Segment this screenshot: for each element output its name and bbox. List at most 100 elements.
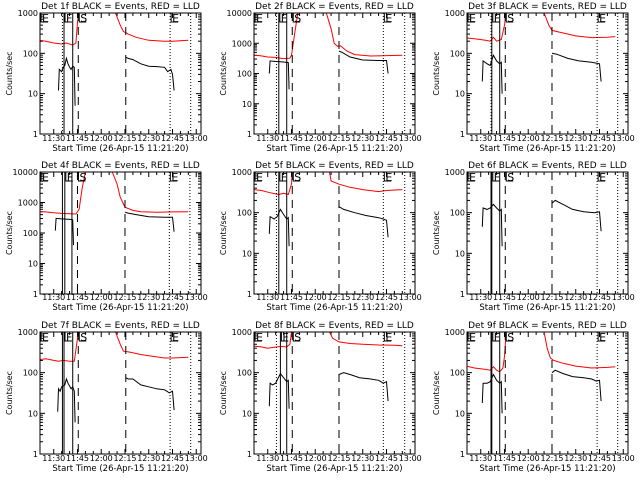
x-tick-label: 12:15	[327, 293, 350, 302]
plot-frame	[253, 12, 416, 135]
x-axis-label: Start Time (26-Apr-15 11:21:20)	[52, 144, 188, 154]
x-tick-label: 11:45	[280, 134, 303, 143]
marker-bracket	[65, 172, 73, 182]
marker-letter: S	[79, 171, 86, 184]
marker-bracket	[597, 13, 606, 23]
chart-title: Det 1f BLACK = Events, RED = LLD	[41, 2, 200, 12]
x-tick-label: 12:15	[327, 454, 350, 463]
marker-letter: S	[80, 331, 87, 344]
y-tick-label: 100	[450, 49, 465, 58]
marker-letter: S	[80, 12, 87, 25]
y-tick-label: 100	[23, 369, 38, 378]
chart-title: Det 2f BLACK = Events, RED = LLD	[255, 2, 414, 12]
chart-panel-7: Det 7f BLACK = Events, RED = LLD Counts/s…	[5, 321, 208, 474]
x-tick-label: 12:45	[588, 293, 611, 302]
y-axis-label: Counts/sec	[219, 371, 228, 415]
chart-panel-1: Det 1f BLACK = Events, RED = LLD Counts/s…	[5, 2, 208, 154]
marker-letter: E	[42, 331, 49, 344]
x-tick-label: 11:30	[42, 134, 65, 143]
lld-series-line	[39, 12, 80, 46]
x-tick-label: 12:15	[540, 293, 563, 302]
events-series-line	[124, 211, 175, 232]
marker-bracket	[505, 13, 514, 23]
lld-series-line	[253, 171, 293, 196]
x-tick-label: 12:15	[540, 134, 563, 143]
marker-letter: E	[256, 12, 263, 25]
chart-panel-9: Det 9f BLACK = Events, RED = LLD Counts/s…	[432, 321, 635, 474]
y-tick-label: 1000	[445, 168, 465, 177]
y-axis-label: Counts/sec	[5, 51, 14, 95]
x-tick-label: 12:30	[351, 134, 374, 143]
x-tick-label: 12:00	[90, 293, 113, 302]
marker-letter: E	[172, 331, 179, 344]
marker-bracket	[492, 172, 500, 182]
events-series-line	[125, 56, 175, 91]
marker-letter: E	[256, 331, 263, 344]
y-tick-label: 100	[450, 209, 465, 218]
marker-bracket	[597, 332, 606, 342]
y-axis-label: Counts/sec	[5, 211, 14, 255]
marker-letter: S	[294, 171, 301, 184]
y-tick-label: 1	[247, 290, 252, 299]
x-tick-label: 13:00	[612, 454, 635, 463]
y-tick-label: 1000	[18, 199, 38, 208]
y-axis-label: Counts/sec	[219, 211, 228, 255]
events-series-line	[481, 53, 503, 94]
marker-bracket	[492, 332, 500, 342]
x-axis-label: Start Time (26-Apr-15 11:21:20)	[266, 464, 402, 474]
chart-title: Det 9f BLACK = Events, RED = LLD	[468, 321, 627, 331]
events-series-line	[338, 50, 389, 74]
y-axis-label: Counts/sec	[432, 211, 441, 255]
x-tick-label: 12:30	[564, 454, 587, 463]
y-tick-label: 10	[28, 90, 38, 99]
x-tick-label: 12:45	[375, 293, 398, 302]
marker-bracket	[40, 332, 48, 342]
x-tick-label: 12:45	[588, 134, 611, 143]
plot-frame	[466, 171, 629, 295]
y-tick-label: 100	[23, 49, 38, 58]
y-tick-label: 1000	[232, 328, 252, 337]
x-tick-label: 11:45	[66, 454, 89, 463]
x-tick-label: 12:30	[137, 454, 160, 463]
marker-bracket	[492, 13, 500, 23]
x-tick-label: 12:00	[304, 454, 327, 463]
y-tick-label: 1	[247, 450, 252, 459]
chart-title: Det 8f BLACK = Events, RED = LLD	[255, 321, 414, 331]
y-tick-label: 10	[455, 90, 465, 99]
y-tick-label: 1000	[18, 328, 38, 337]
marker-bracket	[383, 13, 392, 23]
marker-letter: E	[385, 171, 392, 184]
x-tick-label: 12:00	[304, 293, 327, 302]
x-axis-label: Start Time (26-Apr-15 11:21:20)	[479, 464, 615, 474]
lld-series-line	[329, 331, 403, 347]
y-tick-label: 10	[242, 100, 252, 109]
events-series-line	[338, 206, 389, 238]
x-tick-label: 11:45	[280, 293, 303, 302]
x-tick-label: 12:15	[113, 134, 136, 143]
marker-letter: F	[66, 12, 72, 25]
marker-letter: F	[282, 331, 288, 344]
events-series-line	[551, 52, 602, 82]
x-tick-label: 12:30	[137, 134, 160, 143]
x-tick-label: 11:30	[256, 134, 279, 143]
marker-bracket	[170, 13, 179, 23]
x-tick-label: 11:30	[469, 293, 492, 302]
marker-bracket	[505, 172, 514, 182]
marker-letter: F	[494, 12, 500, 25]
plot-frame	[39, 331, 202, 455]
lld-series-line	[111, 171, 189, 213]
y-tick-label: 1000	[232, 39, 252, 48]
y-axis-label: Counts/sec	[432, 371, 441, 415]
x-tick-label: 12:30	[137, 293, 160, 302]
x-tick-label: 11:30	[42, 454, 65, 463]
marker-bracket	[78, 13, 87, 23]
marker-letter: F	[494, 171, 500, 184]
x-tick-label: 11:30	[42, 293, 65, 302]
events-series-line	[338, 372, 389, 402]
x-tick-label: 13:00	[185, 293, 208, 302]
x-tick-label: 11:45	[493, 293, 516, 302]
lld-series-line	[543, 331, 616, 369]
x-tick-label: 12:15	[113, 293, 136, 302]
marker-letter: S	[507, 171, 514, 184]
marker-letter: F	[281, 171, 287, 184]
